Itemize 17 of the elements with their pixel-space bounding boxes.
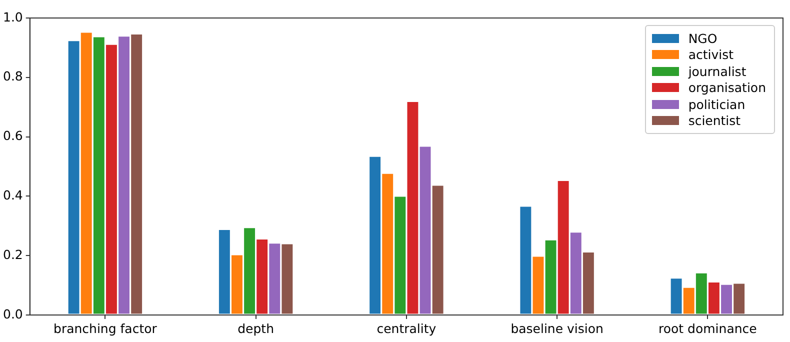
legend-label: organisation <box>688 80 766 96</box>
legend-label: NGO <box>688 30 718 46</box>
legend-label: journalist <box>688 64 746 79</box>
x-tick-label: baseline vision <box>510 320 604 336</box>
x-tick-label: root dominance <box>658 320 758 336</box>
x-tick-label: branching factor <box>53 320 158 336</box>
y-tick-label: 0.4 <box>2 187 23 202</box>
y-tick-label: 1.0 <box>2 9 23 24</box>
y-tick-label: 0.0 <box>2 306 23 322</box>
legend-label: activist <box>688 47 734 62</box>
x-tick-label: centrality <box>376 320 437 336</box>
y-tick-label: 0.6 <box>2 128 23 144</box>
legend-label: scientist <box>688 113 741 128</box>
legend-label: politician <box>688 96 746 112</box>
y-tick-label: 0.2 <box>2 246 23 262</box>
x-tick-label: depth <box>238 320 274 336</box>
y-tick-label: 0.8 <box>2 68 23 84</box>
